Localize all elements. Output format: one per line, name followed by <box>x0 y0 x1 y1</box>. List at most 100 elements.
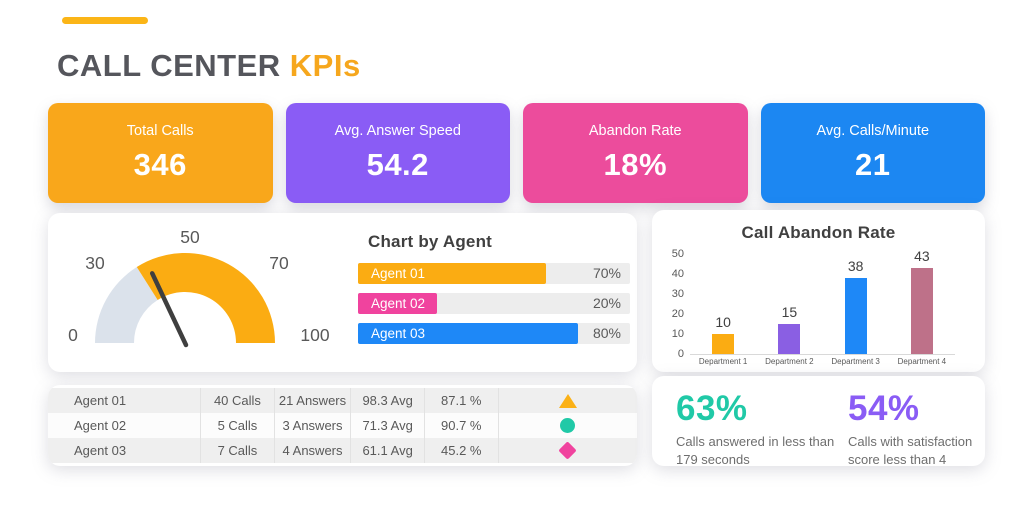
agent-bar: Agent 02 <box>358 293 437 314</box>
kpi-card-label: Total Calls <box>126 123 194 139</box>
dept-x-label: Department 1 <box>698 357 748 366</box>
table-cell-calls: 7 Calls <box>201 438 275 463</box>
dept-x-label: Department 2 <box>765 357 814 366</box>
agent-chart-title: Chart by Agent <box>368 232 493 251</box>
agent-table-body: Agent 01 40 Calls 21 Answers 98.3 Avg 87.1 %… <box>48 385 637 463</box>
y-axis-tick: 10 <box>671 328 684 340</box>
kpi-card-label: Avg. Answer Speed <box>334 123 461 139</box>
stat-block-1: 63% Calls answered in less than 179 secon… <box>676 389 848 470</box>
kpi-card-value: 21 <box>855 147 891 182</box>
dept-bar-value: 10 <box>715 314 731 330</box>
table-cell-pct: 87.1 % <box>425 388 499 413</box>
dept-bar: 38 <box>844 258 867 354</box>
table-cell-name: Agent 02 <box>48 413 202 438</box>
dept-x-label: Department 3 <box>831 357 880 366</box>
dept-column: 43 <box>889 248 955 354</box>
title-accent-line <box>62 17 148 24</box>
circle-icon <box>560 418 576 433</box>
kpi-card-label: Avg. Calls/Minute <box>816 123 930 139</box>
dept-y-axis: 0 10 20 30 40 50 <box>664 248 684 360</box>
table-cell-shape <box>499 413 637 438</box>
gauge-label-0: 0 <box>68 325 78 345</box>
dept-columns: 10 15 38 43 <box>690 248 955 355</box>
dept-bar: 15 <box>778 304 801 354</box>
stat-caption: Calls answered in less than 179 seconds <box>676 434 835 468</box>
table-cell-pct: 45.2 % <box>425 438 499 463</box>
agent-bar-label: Agent 02 <box>371 296 426 311</box>
dept-x-labels: Department 1 Department 2 Department 3 Depa… <box>690 357 955 366</box>
gauge-arcs <box>95 253 275 343</box>
gauge-label-50: 50 <box>180 227 200 247</box>
agent-bar-track: Agent 01 70% <box>358 263 630 284</box>
agent-bar-chart: Chart by Agent Agent 01 70% Agent 02 20% Age… <box>358 232 630 344</box>
table-row[interactable]: Agent 03 7 Calls 4 Answers 61.1 Avg 45.2 % <box>48 438 637 463</box>
y-axis-tick: 50 <box>671 248 684 260</box>
y-axis-tick: 30 <box>671 288 684 300</box>
agent-bar: Agent 03 <box>358 323 579 344</box>
gauge-and-agent-panel: 0 30 50 70 100 Chart by Agent Agent 01 70… <box>48 213 637 372</box>
stats-row: 63% Calls answered in less than 179 secon… <box>652 376 985 470</box>
stat-caption: Calls with satisfaction score less than … <box>848 434 973 468</box>
table-cell-shape <box>499 438 637 463</box>
dept-x-label: Department 4 <box>897 357 947 366</box>
kpi-card-2[interactable]: Avg. Answer Speed 54.2 <box>285 103 510 203</box>
y-axis-tick: 20 <box>671 308 684 320</box>
stat-value: 63% <box>676 389 748 428</box>
table-cell-answers: 4 Answers <box>275 438 352 463</box>
table-cell-shape <box>499 388 637 413</box>
table-cell-pct: 90.7 % <box>425 413 499 438</box>
dept-bar-value: 43 <box>914 248 930 264</box>
gauge-arc-segment <box>136 253 275 343</box>
table-cell-avg: 71.3 Avg <box>351 413 425 438</box>
table-cell-answers: 21 Answers <box>275 388 352 413</box>
agent-bar: Agent 01 <box>358 263 546 284</box>
abandon-rate-panel: Call Abandon Rate 0 10 20 30 40 50 10 15 38 43 D… <box>652 210 985 372</box>
kpi-card-value: 346 <box>133 147 187 182</box>
dept-column: 38 <box>823 258 889 354</box>
table-cell-calls: 5 Calls <box>201 413 275 438</box>
table-cell-name: Agent 01 <box>48 388 202 413</box>
gauge-chart: 0 30 50 70 100 <box>68 227 330 348</box>
gauge-label-70: 70 <box>269 253 289 273</box>
dept-column: 10 <box>690 314 756 354</box>
page-title-main: CALL CENTER <box>57 47 290 83</box>
table-cell-answers: 3 Answers <box>275 413 352 438</box>
kpi-row: Total Calls 346 Avg. Answer Speed 54.2 Aband… <box>48 103 985 203</box>
agent-bars: Agent 01 70% Agent 02 20% Agent 03 80% <box>358 263 630 344</box>
agent-bar-track: Agent 02 20% <box>358 293 630 314</box>
gauge-label-30: 30 <box>85 253 105 273</box>
gauge-needle <box>149 271 189 348</box>
y-axis-tick: 0 <box>677 348 684 360</box>
dept-bar: 10 <box>712 314 735 354</box>
kpi-card-1[interactable]: Total Calls 346 <box>48 103 273 203</box>
gauge-label-100: 100 <box>300 325 329 345</box>
kpi-card-3[interactable]: Abandon Rate 18% <box>523 103 748 203</box>
gauge-needle-group <box>149 271 189 348</box>
stat-value: 54% <box>848 389 920 428</box>
table-cell-calls: 40 Calls <box>201 388 275 413</box>
kpi-card-label: Abandon Rate <box>588 123 682 139</box>
dept-bar-value: 38 <box>847 258 864 274</box>
agent-bar-track: Agent 03 80% <box>358 323 630 344</box>
dept-bar-value: 15 <box>781 304 798 320</box>
abandon-chart-title: Call Abandon Rate <box>741 223 896 242</box>
kpi-card-value: 54.2 <box>366 147 429 182</box>
table-cell-name: Agent 03 <box>48 438 202 463</box>
diamond-icon <box>558 441 577 460</box>
agent-bar-value: 80% <box>592 325 621 341</box>
kpi-card-4[interactable]: Avg. Calls/Minute 21 <box>760 103 985 203</box>
dept-column: 15 <box>756 304 822 354</box>
triangle-icon <box>558 393 577 408</box>
stat-block-2: 54% Calls with satisfaction score less th… <box>848 389 998 470</box>
agent-bar-value: 20% <box>592 295 621 311</box>
table-row[interactable]: Agent 01 40 Calls 21 Answers 98.3 Avg 87.1 % <box>48 388 637 413</box>
agent-bar-label: Agent 01 <box>371 266 426 281</box>
page-title: CALL CENTER KPIs <box>57 48 361 84</box>
page-title-accent: KPIs <box>289 47 361 83</box>
dept-bar-chart: 0 10 20 30 40 50 10 15 38 43 Department 1 Departm… <box>664 248 955 366</box>
dept-bar: 43 <box>910 248 933 354</box>
gauge-arc-segment <box>95 267 158 343</box>
y-axis-tick: 40 <box>671 268 684 280</box>
table-row[interactable]: Agent 02 5 Calls 3 Answers 71.3 Avg 90.7 % <box>48 413 637 438</box>
